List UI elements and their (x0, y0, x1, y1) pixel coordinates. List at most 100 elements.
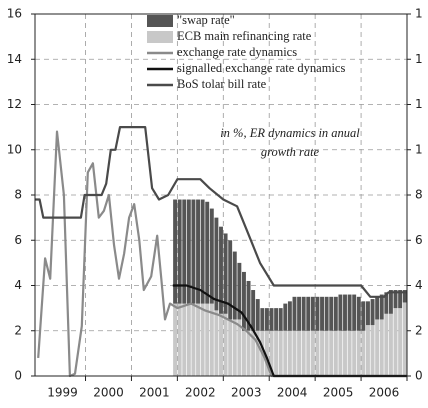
bar (264, 308, 269, 331)
bar (292, 296, 297, 331)
y2-tick-label: 2 (415, 323, 423, 337)
bar (219, 226, 223, 314)
bar (375, 296, 380, 320)
bar (388, 290, 393, 314)
y2-tick-label: 1 (415, 7, 423, 21)
bar (329, 330, 334, 376)
x-tick-label: 2003 (231, 386, 262, 400)
bar (191, 303, 196, 376)
bar (402, 302, 407, 376)
legend-label: ECB main refinancing rate (177, 29, 312, 43)
legend-label: exchange rate dynamics (177, 45, 297, 59)
legend-label: signalled exchange rate dynamics (177, 61, 345, 75)
bar (283, 303, 288, 331)
bar (287, 330, 292, 376)
bar (393, 290, 398, 309)
y-tick-label: 16 (7, 7, 22, 21)
bar (361, 301, 366, 331)
bar (324, 330, 329, 376)
bar (352, 330, 357, 376)
bar (232, 319, 237, 376)
bar (329, 296, 334, 331)
y2-tick-label: 1 (415, 52, 423, 66)
x-tick-label: 2001 (139, 386, 170, 400)
legend-swatch (147, 15, 173, 27)
bar (278, 308, 283, 331)
x-tick-label: 2005 (323, 386, 354, 400)
bar (264, 330, 269, 376)
bar (228, 240, 233, 320)
y2-tick-label: 4 (415, 278, 423, 292)
y-tick-label: 10 (7, 142, 22, 156)
x-tick-label: 1999 (47, 386, 78, 400)
bars (173, 199, 407, 376)
line (37, 130, 407, 378)
bar (379, 294, 384, 320)
bar (338, 294, 343, 331)
bar (320, 330, 324, 376)
y-tick-label: 14 (7, 52, 22, 66)
bar (384, 292, 389, 314)
bar (237, 319, 242, 376)
bar (182, 303, 187, 376)
bar (214, 310, 219, 376)
bar (237, 262, 242, 320)
annotation: in %, ER dynamics in anual (220, 126, 360, 140)
y-tick-label: 8 (14, 188, 22, 202)
bar (333, 296, 338, 331)
bar (333, 330, 338, 376)
bar (209, 303, 214, 376)
bar (205, 201, 210, 304)
bar (173, 199, 178, 304)
x-tick-label: 2006 (369, 386, 400, 400)
axes: 0 2 4 6 8 10 12 14 16 0 2 4 6 8 1 1 1 1 1999 2000 2001 2002 20… (7, 7, 423, 400)
annotation: growth rate (261, 145, 320, 159)
y2-tick-label: 8 (415, 188, 423, 202)
y-tick-label: 0 (14, 369, 22, 383)
bar (301, 296, 306, 331)
bar (246, 330, 251, 376)
bar (343, 330, 347, 376)
bar (398, 290, 403, 309)
bar (310, 296, 315, 331)
bar (297, 330, 302, 376)
bar (347, 294, 352, 331)
bar (191, 199, 196, 304)
bar (232, 251, 237, 320)
bar (343, 294, 347, 331)
bar (347, 330, 352, 376)
bar (182, 199, 187, 304)
bar (255, 330, 260, 376)
bar (306, 296, 311, 331)
y-tick-label: 4 (14, 278, 22, 292)
line (35, 126, 407, 298)
bar (370, 299, 375, 326)
bar (306, 330, 311, 376)
bar (274, 308, 279, 331)
bar (366, 325, 370, 376)
lines (35, 126, 407, 378)
bar (223, 313, 228, 376)
bar (356, 330, 361, 376)
bar (274, 330, 279, 376)
bar (338, 330, 343, 376)
bar (200, 199, 205, 304)
y2-tick-label: 1 (415, 97, 423, 111)
bar (209, 208, 214, 304)
bar (283, 330, 288, 376)
bar (278, 330, 283, 376)
bar (375, 319, 380, 376)
bar (324, 296, 329, 331)
bar (370, 325, 375, 376)
y-tick-label: 12 (7, 97, 22, 111)
bar (287, 301, 292, 331)
bar (393, 308, 398, 376)
bar (398, 308, 403, 376)
bar (186, 303, 191, 376)
bar (366, 301, 370, 326)
legend-label: BoS tolar bill rate (177, 77, 267, 91)
bar (219, 313, 223, 376)
bar (223, 233, 228, 314)
